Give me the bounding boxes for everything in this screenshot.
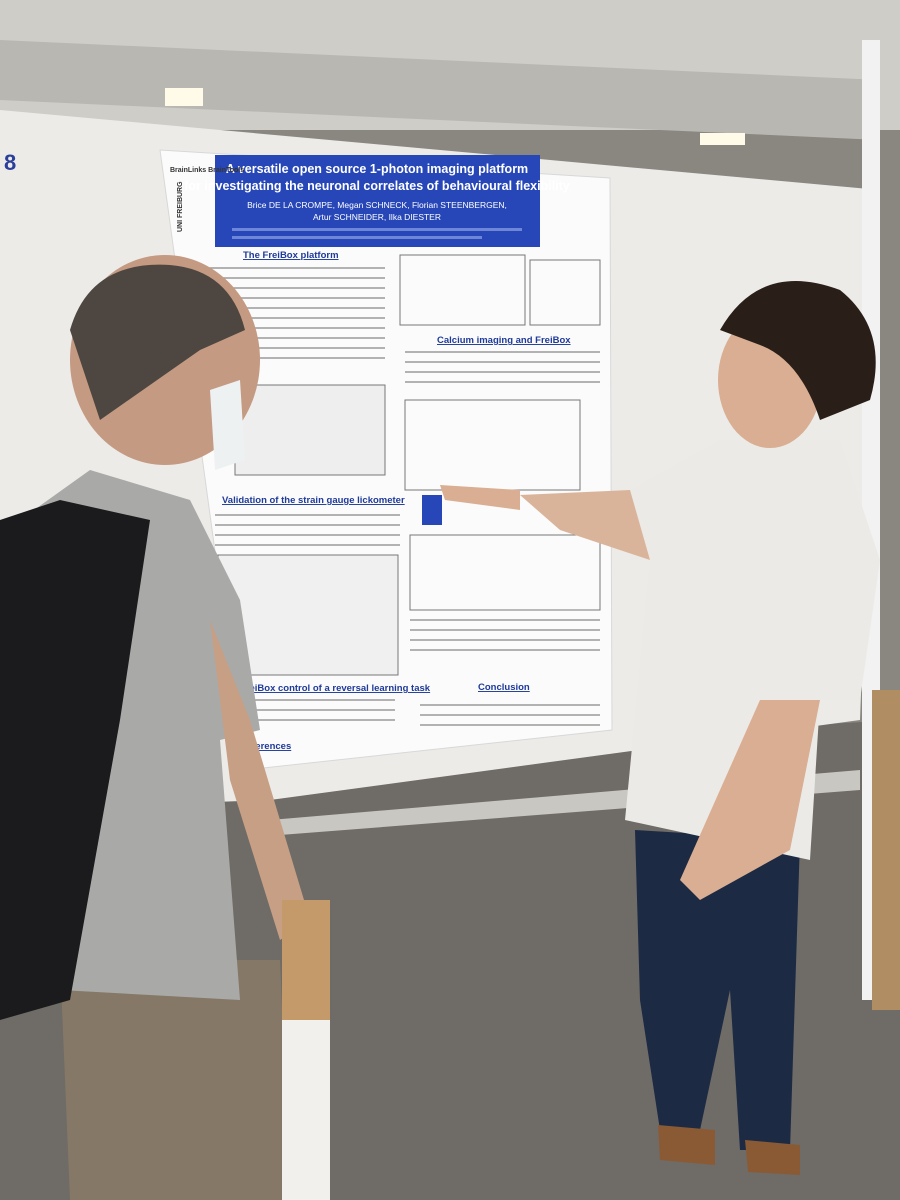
section-heading: The FreiBox platform — [243, 250, 339, 261]
booth-number: 8 — [4, 150, 16, 175]
affiliation-line — [232, 236, 482, 239]
section-heading: Conclusion — [478, 682, 530, 693]
ceiling-light — [700, 133, 745, 145]
affiliation-line — [232, 228, 522, 231]
ceiling-light — [165, 88, 203, 106]
presenter — [440, 281, 880, 1175]
duct — [0, 40, 880, 140]
section-heading: Validation of the strain gauge lickomete… — [222, 495, 405, 506]
poster-title: A versatile open source 1-photon imaging… — [226, 162, 528, 176]
poster-title: for investigating the neuronal correlate… — [184, 179, 570, 193]
section-heading: Calcium imaging and FreiBox — [437, 335, 571, 346]
visitor — [0, 255, 330, 1200]
tube — [872, 690, 900, 1010]
section-heading: References — [240, 741, 291, 752]
section-heading: FreiBox control of a reversal learning t… — [240, 683, 431, 694]
logo: BrainLinks BrainTools — [170, 167, 244, 174]
title-banner — [215, 155, 540, 247]
poster-body-text — [188, 267, 600, 726]
poster-authors: Brice DE LA CROMPE, Megan SCHNECK, Flori… — [247, 200, 507, 210]
poster-authors: Artur SCHNEIDER, Ilka DIESTER — [313, 212, 441, 222]
poster-figures — [217, 254, 601, 676]
logo: UNI FREIBURG — [177, 181, 184, 232]
